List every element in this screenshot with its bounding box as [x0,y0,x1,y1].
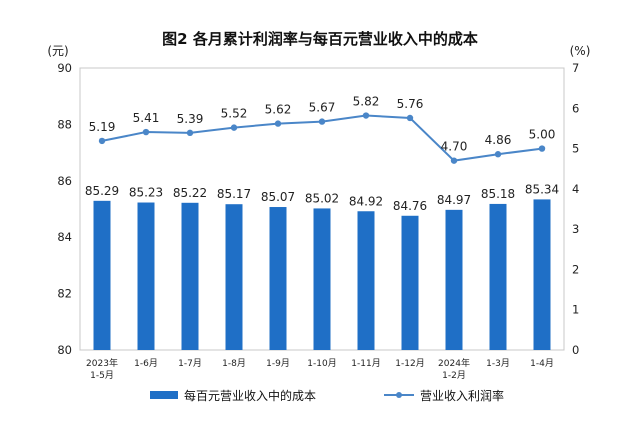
category-label: 1-7月 [178,358,202,369]
line-data-label: 5.41 [133,111,160,125]
bar [489,203,507,350]
category-label: 1-5月 [90,370,114,381]
line-data-label: 5.39 [177,112,204,126]
category-label: 1-4月 [530,358,554,369]
bar [357,211,375,350]
bar [533,199,551,350]
right-tick-label: 7 [572,61,579,75]
right-tick-label: 6 [572,101,579,115]
line-point [318,118,326,125]
left-tick-label: 82 [57,287,72,301]
bar-data-label: 85.17 [217,187,251,201]
legend-line-marker [396,392,402,398]
bar [93,200,111,350]
left-axis-unit: (元) [47,44,68,58]
line-data-label: 5.62 [265,103,292,117]
left-tick-label: 84 [57,230,72,244]
line-data-label: 5.67 [309,101,336,115]
right-tick-label: 1 [572,303,579,317]
line-data-label: 4.70 [441,140,468,154]
line-point [538,145,546,152]
line-point [186,129,194,137]
category-label: 2023年 [86,357,118,369]
left-tick-label: 90 [57,61,72,75]
line-point [362,112,370,119]
right-tick-label: 3 [572,222,579,236]
right-tick-label: 5 [572,142,579,156]
bar [445,209,463,350]
left-axis: 80 82 84 86 88 90 [57,61,72,357]
bar-data-label: 84.97 [437,193,471,207]
line-data-label: 5.76 [397,97,424,111]
right-axis-unit: (%) [570,44,591,58]
left-tick-label: 80 [57,343,72,357]
bar [269,207,287,350]
category-label: 1-6月 [134,358,158,369]
left-tick-label: 86 [57,174,72,188]
line-point [142,128,150,136]
category-label: 1-9月 [266,358,290,369]
legend: 每百元营业收入中的成本 营业收入利润率 [150,388,504,403]
bar [137,202,155,350]
bar-data-label: 84.92 [349,194,383,208]
line-point [450,157,458,164]
legend-bar-swatch [150,391,178,399]
bar-data-label: 85.34 [525,182,559,196]
bar [313,208,331,350]
bar-data-label: 85.29 [85,184,119,198]
category-label: 1-3月 [486,358,510,369]
line-data-label: 5.82 [353,95,380,109]
left-tick-label: 88 [57,117,72,131]
line-data-label: 4.86 [485,133,512,147]
line-series: 5.19 5.41 5.39 5.52 5.62 5.67 5.82 5.76 4.70 4.86… [89,95,556,164]
line-point [274,120,282,127]
bar-series [93,199,551,350]
bar [181,202,199,350]
right-axis: 0 1 2 3 4 5 6 7 [572,61,579,357]
bar [225,204,243,350]
category-label: 1-12月 [395,358,424,369]
category-label: 1-11月 [351,358,380,369]
right-tick-label: 0 [572,343,579,357]
bar-data-label: 85.18 [481,187,515,201]
category-label: 1-10月 [307,358,336,369]
bar-data-label: 84.76 [393,199,427,213]
line-data-label: 5.00 [529,128,556,142]
line-point [406,114,414,122]
bar-data-label: 85.07 [261,190,295,204]
line-point [98,137,106,145]
right-tick-label: 2 [572,262,579,276]
category-label: 1-2月 [442,370,466,381]
right-tick-label: 4 [572,182,579,196]
category-label: 1-8月 [222,358,246,369]
line-point [230,124,238,131]
bar-data-label: 85.23 [129,186,163,200]
line-data-label: 5.19 [89,120,116,134]
line-point [494,151,502,158]
legend-bar-label: 每百元营业收入中的成本 [184,388,316,403]
chart-title: 图2 各月累计利润率与每百元营业收入中的成本 [162,30,478,48]
bar-data-label: 85.22 [173,186,207,200]
bar-labels: 85.29 85.23 85.22 85.17 85.07 85.02 84.92 84.76… [85,182,559,212]
legend-line-label: 营业收入利润率 [420,388,504,403]
bar-data-label: 85.02 [305,191,339,205]
line-data-label: 5.52 [221,107,248,121]
category-label: 2024年 [438,357,470,369]
bar [401,215,419,350]
